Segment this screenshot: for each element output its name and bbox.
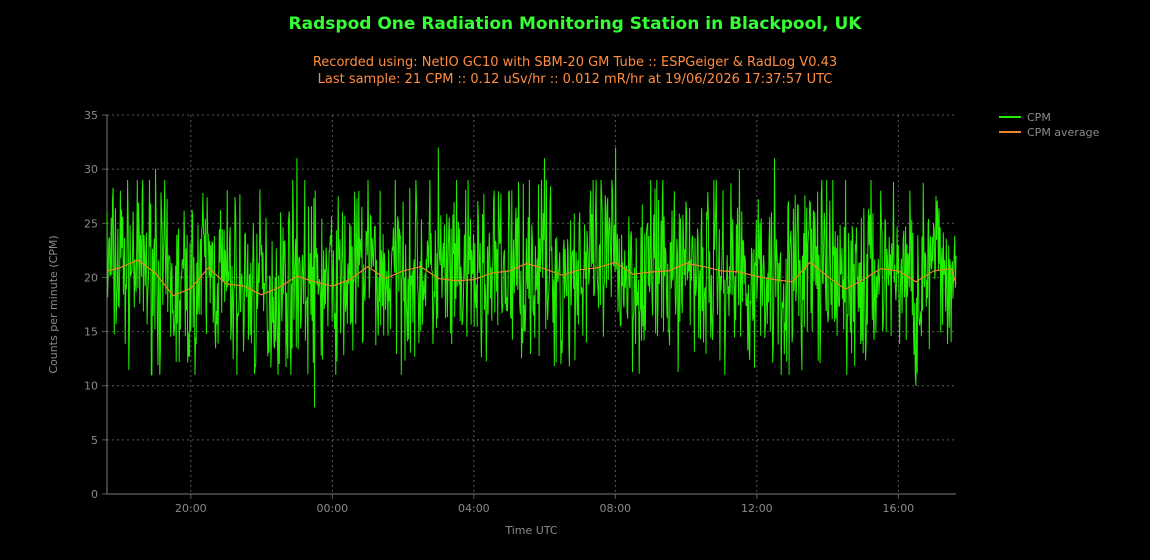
y-tick-label: 20 xyxy=(84,271,98,284)
x-tick-label: 16:00 xyxy=(882,502,914,515)
series-lines xyxy=(106,147,957,408)
y-tick-label: 0 xyxy=(91,488,98,501)
axes xyxy=(102,114,956,499)
x-axis-label: Time UTC xyxy=(504,524,558,537)
legend-label-cpm: CPM xyxy=(1027,111,1051,124)
chart-subtitle-recorder: Recorded using: NetIO GC10 with SBM-20 G… xyxy=(312,55,838,70)
series-line-cpm xyxy=(106,147,957,408)
x-tick-label: 12:00 xyxy=(741,502,773,515)
chart-legend: CPM CPM average xyxy=(999,111,1100,139)
chart-title: Radspod One Radiation Monitoring Station… xyxy=(288,14,862,34)
x-tick-label: 04:00 xyxy=(458,502,490,515)
series-line-cpm-average xyxy=(106,259,957,297)
x-tick-label: 00:00 xyxy=(316,502,348,515)
y-tick-label: 30 xyxy=(84,163,98,176)
x-tick-label: 20:00 xyxy=(175,502,207,515)
y-axis-label: Counts per minute (CPM) xyxy=(47,235,60,373)
legend-label-cpm-average: CPM average xyxy=(1027,126,1100,139)
chart-subtitle-last-sample: Last sample: 21 CPM :: 0.12 uSv/hr :: 0.… xyxy=(317,72,833,87)
y-tick-label: 5 xyxy=(91,434,98,447)
y-tick-label: 35 xyxy=(84,109,98,122)
y-tick-label: 15 xyxy=(84,326,98,339)
x-tick-label: 08:00 xyxy=(599,502,631,515)
y-tick-label: 25 xyxy=(84,217,98,230)
tick-labels: 0 5 10 15 20 25 30 35 20:00 00:00 04:00 08:00 12:00 1… xyxy=(84,109,914,515)
y-tick-label: 10 xyxy=(84,380,98,393)
